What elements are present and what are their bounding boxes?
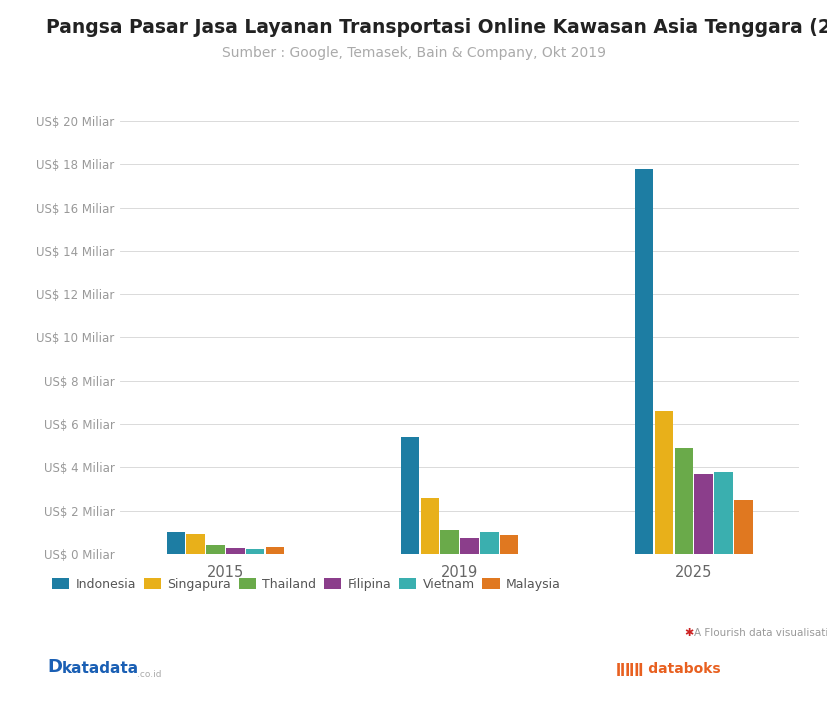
Bar (654, 411, 672, 554)
Bar (714, 471, 732, 554)
Bar (400, 437, 418, 554)
Text: A Flourish data visualisation: A Flourish data visualisation (693, 628, 827, 638)
Text: .co.id: .co.id (136, 670, 161, 679)
Bar (674, 448, 692, 554)
Text: katadata: katadata (62, 661, 139, 676)
Bar (734, 500, 752, 554)
Text: ✱: ✱ (684, 628, 693, 638)
Bar (500, 535, 518, 554)
Bar (246, 550, 264, 554)
Bar (420, 498, 438, 554)
Bar (634, 169, 653, 554)
Legend: Indonesia, Singapura, Thailand, Filipina, Vietnam, Malaysia: Indonesia, Singapura, Thailand, Filipina… (52, 578, 560, 591)
Bar (226, 548, 244, 554)
Text: Pangsa Pasar Jasa Layanan Transportasi Online Kawasan Asia Tenggara (2015-2025): Pangsa Pasar Jasa Layanan Transportasi O… (45, 18, 827, 37)
Text: ǁǁǁ databoks: ǁǁǁ databoks (615, 662, 719, 676)
Bar (694, 474, 712, 554)
Bar (460, 537, 478, 554)
Bar (206, 545, 224, 554)
Text: Sumber : Google, Temasek, Bain & Company, Okt 2019: Sumber : Google, Temasek, Bain & Company… (222, 46, 605, 60)
Bar (265, 547, 284, 554)
Bar (166, 532, 184, 554)
Bar (480, 532, 498, 554)
Text: D: D (47, 658, 62, 676)
Bar (186, 535, 204, 554)
Bar (440, 530, 458, 554)
